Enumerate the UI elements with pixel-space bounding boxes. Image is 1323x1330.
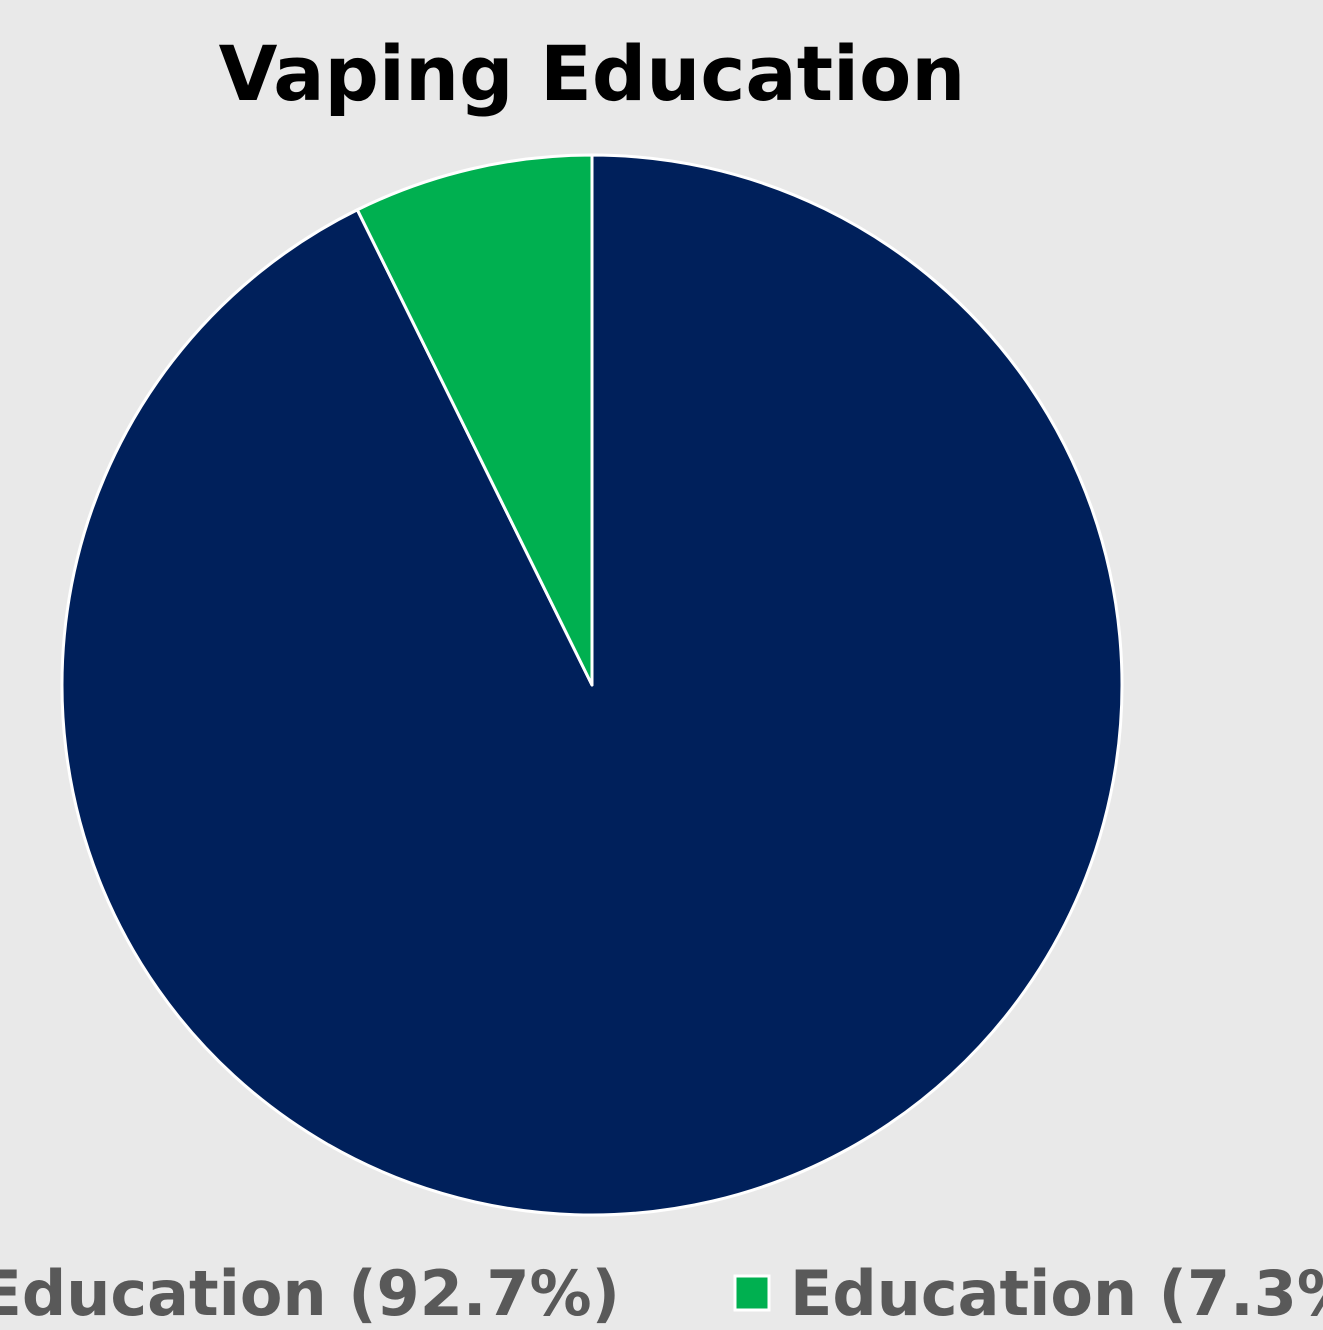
legend-swatch-education [733,1274,771,1312]
legend-label-education: Education (7.3%) [790,1257,1323,1330]
legend-label-no-education: No Education (92.7%) [0,1257,620,1330]
pie-slice-education [355,153,594,687]
pie-slices [60,153,1124,1217]
chart-title: Vaping Education [219,29,966,118]
legend: No Education (92.7%) Education (7.3%) [0,1257,1323,1330]
